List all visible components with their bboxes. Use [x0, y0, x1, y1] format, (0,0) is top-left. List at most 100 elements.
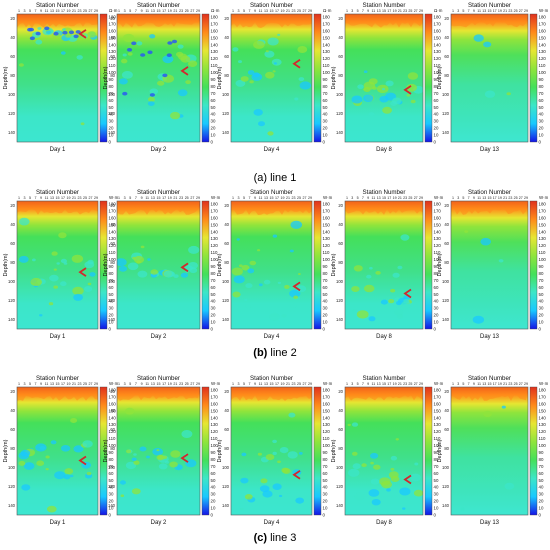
colorbar-tick-label: 100: [323, 70, 331, 75]
data-spot: [136, 41, 143, 46]
data-spot: [163, 270, 174, 278]
colorbar-tick-label: 30: [434, 119, 439, 124]
colorbar: [529, 13, 538, 143]
y-tick-label: 60: [224, 241, 229, 246]
y-tick-label: 140: [8, 503, 16, 508]
data-spot: [73, 34, 79, 39]
data-spot: [483, 41, 492, 48]
y-tick-label: 60: [224, 427, 229, 432]
colorbar-tick-label: 130: [539, 49, 547, 54]
colorbar-tick-label: 170: [211, 394, 219, 399]
colorbar-tick-label: 40: [109, 299, 114, 304]
x-tick-label: 21: [398, 196, 402, 200]
colorbar-tick-label: 120: [434, 243, 442, 248]
x-tick-label: 1: [232, 382, 234, 386]
data-spot: [363, 70, 368, 73]
data-spot: [394, 309, 404, 316]
plot-frame: [450, 13, 529, 143]
colorbar-tick-label: 30: [211, 306, 216, 311]
x-tick-label: 17: [387, 9, 391, 13]
colorbar-tick-label: 90: [109, 264, 114, 269]
colorbar-tick-label: 140: [211, 229, 219, 234]
y-tick-label: 60: [10, 241, 15, 246]
x-tick-label: 21: [72, 9, 76, 13]
data-spot: [73, 445, 84, 453]
heatmap: [117, 387, 200, 515]
anomaly-marker: [180, 453, 189, 463]
colorbar-tick-label: 90: [211, 264, 216, 269]
colorbar-tick-label: 100: [109, 443, 117, 448]
colorbar-tick-label: 70: [539, 464, 544, 469]
data-spot: [30, 277, 42, 287]
x-tick-label: 25: [297, 382, 301, 386]
x-tick-label: 29: [196, 196, 200, 200]
x-tick-label: 23: [179, 196, 183, 200]
x-tick-label: 23: [292, 196, 296, 200]
x-tick-label: 9: [254, 382, 256, 386]
data-spot: [366, 274, 372, 279]
colorbar-tick-label: 40: [211, 299, 216, 304]
data-spot: [400, 234, 410, 241]
data-spot: [259, 485, 270, 493]
data-spot: [162, 73, 168, 78]
x-tick-label: 5: [462, 9, 464, 13]
y-tick-label: 60: [10, 427, 15, 432]
y-tick-label: 20: [338, 389, 343, 394]
y-tick-label: 40: [224, 222, 229, 227]
x-tick-label: 25: [514, 196, 518, 200]
high-resistivity-band: [117, 14, 200, 28]
colorbar-tick-label: 100: [434, 443, 442, 448]
colorbar-tick-label: 150: [434, 408, 442, 413]
y-tick-label: 100: [108, 92, 116, 97]
data-spot: [506, 92, 511, 96]
data-spot: [402, 507, 406, 510]
caption-text: line 3: [267, 532, 296, 544]
data-spot: [271, 58, 282, 66]
colorbar-tick-label: 60: [109, 285, 114, 290]
colorbar-tick-label: 160: [434, 215, 442, 220]
heatmap: [231, 201, 312, 329]
data-spot: [380, 299, 388, 305]
data-spot: [293, 295, 299, 299]
day-label: Day 13: [480, 520, 500, 526]
x-axis-title: Station Number: [137, 189, 180, 196]
y-tick-label: 20: [10, 16, 15, 21]
y-tick-label: 40: [444, 35, 449, 40]
caption-prefix: (a): [254, 172, 267, 184]
heatmap: [345, 201, 423, 329]
data-spot: [166, 53, 172, 57]
y-tick-label: 20: [110, 203, 115, 208]
colorbar-tick-label: 50: [539, 478, 544, 483]
colorbar-tick-label: 120: [539, 56, 547, 61]
colorbar-tick-label: 10: [109, 320, 114, 325]
colorbar-tick-label: 160: [539, 401, 547, 406]
colorbar-unit: W·m: [211, 195, 221, 200]
data-spot: [169, 461, 178, 468]
colorbar-tick-label: 170: [434, 394, 442, 399]
colorbar-tick-label: 180: [323, 388, 331, 393]
y-axis-title: Depth(m): [331, 66, 337, 89]
data-spot: [133, 453, 137, 456]
x-tick-label: 5: [29, 9, 31, 13]
data-spot: [401, 301, 412, 309]
x-tick-label: 21: [286, 196, 290, 200]
x-tick-label: 11: [259, 9, 263, 13]
data-spot: [353, 265, 363, 272]
y-tick-label: 140: [336, 130, 344, 135]
data-spot: [140, 53, 146, 57]
colorbar-tick-label: 90: [434, 450, 439, 455]
y-axis-title: Depth(m): [217, 439, 223, 462]
high-resistivity-band: [345, 387, 423, 401]
data-spot: [472, 315, 485, 324]
data-spot: [84, 286, 93, 292]
colorbar-tick-label: 30: [109, 492, 114, 497]
high-resistivity-band: [451, 14, 528, 28]
data-spot: [170, 111, 181, 120]
y-tick-label: 140: [222, 503, 230, 508]
data-spot: [257, 452, 262, 456]
data-spot: [279, 447, 289, 454]
plot-frame: [230, 13, 313, 143]
colorbar-tick-label: 110: [539, 63, 547, 68]
colorbar-tick-label: 150: [539, 408, 547, 413]
